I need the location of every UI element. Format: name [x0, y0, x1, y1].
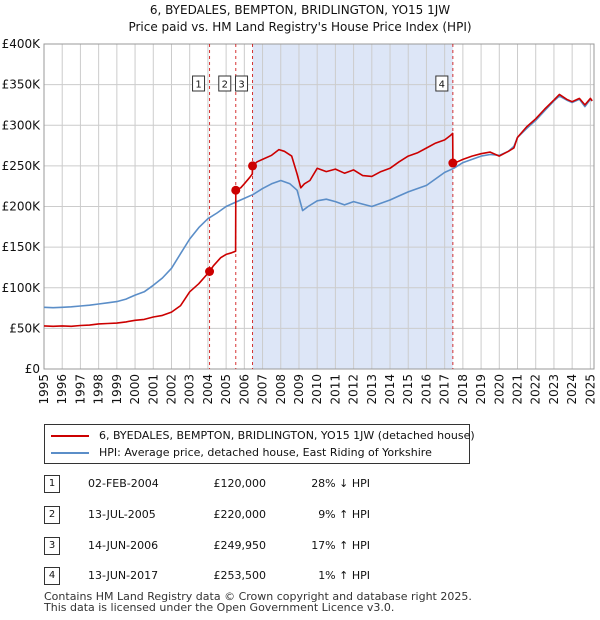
y-tick-label: £350K — [2, 78, 42, 92]
x-tick-label: 2013 — [365, 374, 379, 405]
x-tick-label: 2009 — [292, 374, 306, 405]
sale-price: £249,950 — [213, 539, 267, 552]
x-tick-label: 2018 — [456, 374, 470, 405]
sale-marker-box — [435, 75, 449, 92]
sale-marker-label: 2 — [222, 80, 228, 91]
x-tick-label: 2014 — [383, 374, 397, 405]
chart-subtitle: Price paid vs. HM Land Registry's House … — [128, 20, 472, 34]
sale-marker-label: 3 — [238, 80, 244, 91]
legend-property-swatch — [51, 435, 89, 437]
x-tick-label: 2006 — [237, 374, 251, 405]
y-tick-label: £50K — [9, 321, 41, 335]
x-tick-label: 2004 — [201, 374, 215, 405]
sale-price: £253,500 — [213, 569, 267, 582]
x-tick-label: 2011 — [328, 374, 342, 405]
x-tick-label: 2015 — [401, 374, 415, 405]
sale-hpi-diff: 17% ↑ HPI — [311, 539, 370, 552]
y-tick-label: £0 — [25, 362, 40, 376]
x-tick-label: 2008 — [274, 374, 288, 405]
x-tick-label: 2023 — [547, 374, 561, 405]
x-tick-label: 2007 — [256, 374, 270, 405]
x-tick-label: 2022 — [529, 374, 543, 405]
sale-point — [248, 161, 258, 171]
y-tick-label: £400K — [2, 37, 42, 51]
sale-row: 3 14-JUN-2006 £249,950 17% ↑ HPI — [0, 537, 600, 557]
sale-row: 1 02-FEB-2004 £120,000 28% ↓ HPI — [0, 475, 600, 495]
chart-title: 6, BYEDALES, BEMPTON, BRIDLINGTON, YO15 … — [149, 3, 451, 17]
x-tick-label: 1998 — [92, 374, 106, 405]
footer: Contains HM Land Registry data © Crown c… — [44, 591, 472, 613]
y-tick-label: £100K — [2, 281, 42, 295]
sale-date: 13-JUN-2017 — [88, 569, 159, 582]
x-tick-label: 2003 — [183, 374, 197, 405]
sale-marker-box — [192, 75, 206, 92]
x-tick-label: 2020 — [492, 374, 506, 405]
sale-number-badge: 2 — [44, 506, 60, 524]
sale-price: £220,000 — [213, 508, 267, 521]
sale-point — [205, 267, 215, 276]
x-tick-label: 2019 — [474, 374, 488, 405]
footer-licence: This data is licensed under the Open Gov… — [44, 601, 395, 614]
x-tick-label: 2017 — [438, 374, 452, 405]
sale-point — [231, 185, 241, 195]
x-tick-label: 2021 — [511, 374, 525, 405]
sale-hpi-diff: 28% ↓ HPI — [311, 477, 370, 490]
x-tick-label: 1999 — [110, 374, 124, 405]
sale-marker-box — [235, 75, 249, 92]
footer-copyright: Contains HM Land Registry data © Crown c… — [44, 590, 472, 603]
sale-marker-label: 4 — [439, 80, 445, 91]
sale-date: 02-FEB-2004 — [88, 477, 159, 490]
sale-number-badge: 4 — [44, 567, 60, 585]
y-tick-label: £150K — [2, 240, 42, 254]
x-tick-label: 2010 — [310, 374, 324, 405]
sale-price: £120,000 — [213, 477, 267, 490]
legend: 6, BYEDALES, BEMPTON, BRIDLINGTON, YO15 … — [44, 424, 475, 464]
sale-hpi-diff: 9% ↑ HPI — [318, 508, 370, 521]
x-tick-label: 2002 — [164, 374, 178, 405]
x-tick-label: 1997 — [73, 374, 87, 405]
x-tick-label: 2005 — [219, 374, 233, 405]
sale-number-badge: 1 — [44, 475, 60, 493]
sale-number-badge: 3 — [44, 537, 60, 555]
x-tick-label: 2024 — [565, 374, 579, 405]
x-tick-label: 2001 — [146, 374, 160, 405]
sale-row: 2 13-JUL-2005 £220,000 9% ↑ HPI — [0, 506, 600, 526]
x-tick-label: 2016 — [419, 374, 433, 405]
legend-property-label: 6, BYEDALES, BEMPTON, BRIDLINGTON, YO15 … — [99, 429, 475, 442]
x-tick-label: 1996 — [55, 374, 69, 405]
price-chart: £0 £50K £100K £150K £200K £250K £300K £350K £400… — [2, 37, 598, 405]
sale-date: 14-JUN-2006 — [88, 539, 159, 552]
sale-marker-box — [218, 75, 232, 92]
y-tick-label: £200K — [2, 200, 42, 214]
x-tick-label: 2000 — [128, 374, 142, 405]
x-tick-label: 2025 — [583, 374, 597, 405]
sale-marker-label: 1 — [195, 80, 201, 91]
plot-frame — [43, 43, 595, 370]
x-tick-label: 2012 — [347, 374, 361, 405]
sale-date: 13-JUL-2005 — [88, 508, 156, 521]
x-tick-label: 1995 — [37, 374, 51, 405]
legend-hpi-label: HPI: Average price, detached house, East… — [99, 446, 432, 459]
sale-hpi-diff: 1% ↑ HPI — [318, 569, 370, 582]
y-tick-label: £300K — [2, 118, 42, 132]
property-series-line — [43, 93, 593, 328]
sale-point — [448, 158, 458, 168]
legend-hpi-swatch — [51, 452, 89, 454]
sale-row: 4 13-JUN-2017 £253,500 1% ↑ HPI — [0, 567, 600, 587]
y-tick-label: £250K — [2, 159, 42, 173]
